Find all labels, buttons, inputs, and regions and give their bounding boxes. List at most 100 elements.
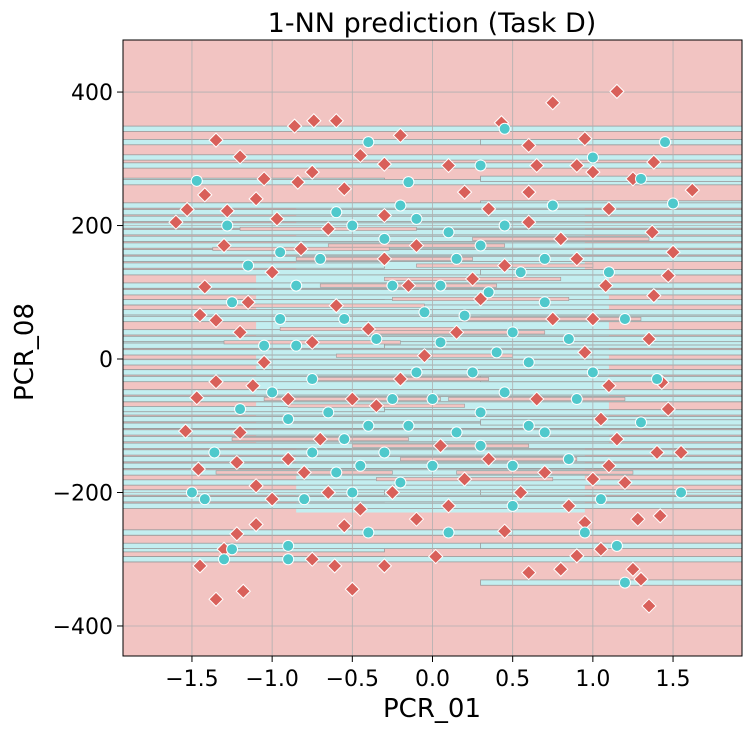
point-diamond [641, 598, 657, 614]
point-diamond [344, 391, 361, 407]
point-diamond [545, 95, 561, 111]
point-diamond [229, 526, 245, 542]
point-circle [394, 476, 407, 489]
point-diamond [264, 491, 280, 507]
point-circle [378, 446, 391, 459]
point-circle [290, 339, 303, 352]
point-diamond [569, 548, 585, 564]
point-circle [482, 286, 495, 299]
point-diamond [216, 237, 232, 254]
point-diamond [673, 444, 689, 461]
point-diamond [456, 184, 473, 200]
x-tick-label: 1.0 [575, 667, 610, 692]
point-diamond [208, 312, 224, 329]
point-diamond [521, 564, 537, 581]
x-tick-label: −0.5 [326, 667, 379, 692]
point-circle [378, 232, 391, 245]
point-circle [474, 439, 487, 452]
point-diamond [408, 511, 425, 527]
point-circle [282, 413, 295, 426]
point-circle [290, 279, 303, 292]
point-circle [514, 266, 527, 279]
point-diamond [293, 241, 309, 257]
point-diamond [219, 203, 235, 219]
point-diamond [569, 157, 585, 174]
y-tick-label: 400 [71, 81, 113, 106]
point-diamond [521, 137, 537, 154]
point-diamond [168, 214, 184, 230]
point-circle [410, 212, 423, 225]
point-circle [434, 279, 447, 292]
point-circle [258, 339, 271, 352]
x-axis-label: PCR_01 [383, 694, 481, 724]
point-diamond [320, 221, 336, 237]
point-diamond [585, 471, 601, 487]
point-diamond [232, 149, 248, 165]
x-tick-label: −1.5 [165, 667, 218, 692]
point-circle [426, 459, 439, 472]
point-diamond [328, 297, 344, 314]
point-circle [274, 312, 287, 325]
point-circle [474, 239, 487, 252]
y-axis-label: PCR_08 [10, 303, 40, 401]
point-diamond [232, 424, 248, 441]
point-diamond [617, 474, 633, 491]
point-diamond [601, 458, 617, 474]
point-circle [562, 453, 575, 466]
point-diamond [537, 464, 553, 481]
point-circle [618, 312, 631, 325]
point-circle [338, 433, 351, 446]
point-diamond [306, 113, 322, 129]
point-diamond [440, 157, 457, 174]
point-circle [610, 539, 623, 552]
chart-title: 1-NN prediction (Task D) [268, 8, 597, 39]
point-diamond [684, 182, 700, 198]
point-circle [594, 493, 607, 506]
point-diamond [630, 511, 646, 527]
point-circle [242, 259, 255, 272]
point-diamond [609, 83, 625, 100]
point-circle [346, 486, 359, 499]
point-circle [354, 459, 367, 472]
point-diamond [192, 558, 208, 574]
point-circle [208, 446, 221, 459]
point-diamond [440, 498, 457, 514]
decision-band [123, 405, 385, 413]
point-diamond [625, 561, 641, 577]
point-circle [322, 406, 335, 419]
point-diamond [601, 378, 617, 394]
point-diamond [577, 344, 593, 361]
point-circle [506, 326, 519, 339]
point-diamond [633, 571, 649, 587]
x-axis-ticks: −1.5 −1.0 −0.5 0.0 0.5 1.0 1.5 [165, 656, 691, 692]
point-circle [651, 373, 664, 386]
point-diamond [553, 231, 569, 247]
data-points [168, 83, 700, 614]
point-circle [410, 366, 423, 379]
point-diamond [652, 508, 668, 524]
point-circle [234, 403, 247, 416]
point-diamond [665, 244, 681, 260]
point-circle [442, 226, 455, 239]
point-circle [218, 553, 231, 566]
point-diamond [248, 478, 264, 494]
point-diamond [432, 438, 449, 454]
y-tick-label: −400 [53, 615, 113, 640]
point-circle [562, 332, 575, 345]
point-diamond [428, 548, 444, 565]
point-circle [226, 543, 239, 556]
point-circle [402, 176, 415, 189]
point-diamond [609, 431, 625, 447]
point-diamond [352, 147, 369, 164]
point-diamond [644, 224, 660, 240]
point-circle [498, 122, 511, 135]
point-circle [474, 159, 487, 172]
point-circle [221, 219, 234, 232]
point-diamond [360, 321, 377, 337]
point-circle [330, 206, 343, 219]
x-tick-label: 0.0 [415, 667, 450, 692]
decision-band [480, 139, 742, 146]
point-diamond [376, 156, 393, 172]
point-diamond [569, 251, 585, 267]
point-diamond [649, 444, 665, 461]
